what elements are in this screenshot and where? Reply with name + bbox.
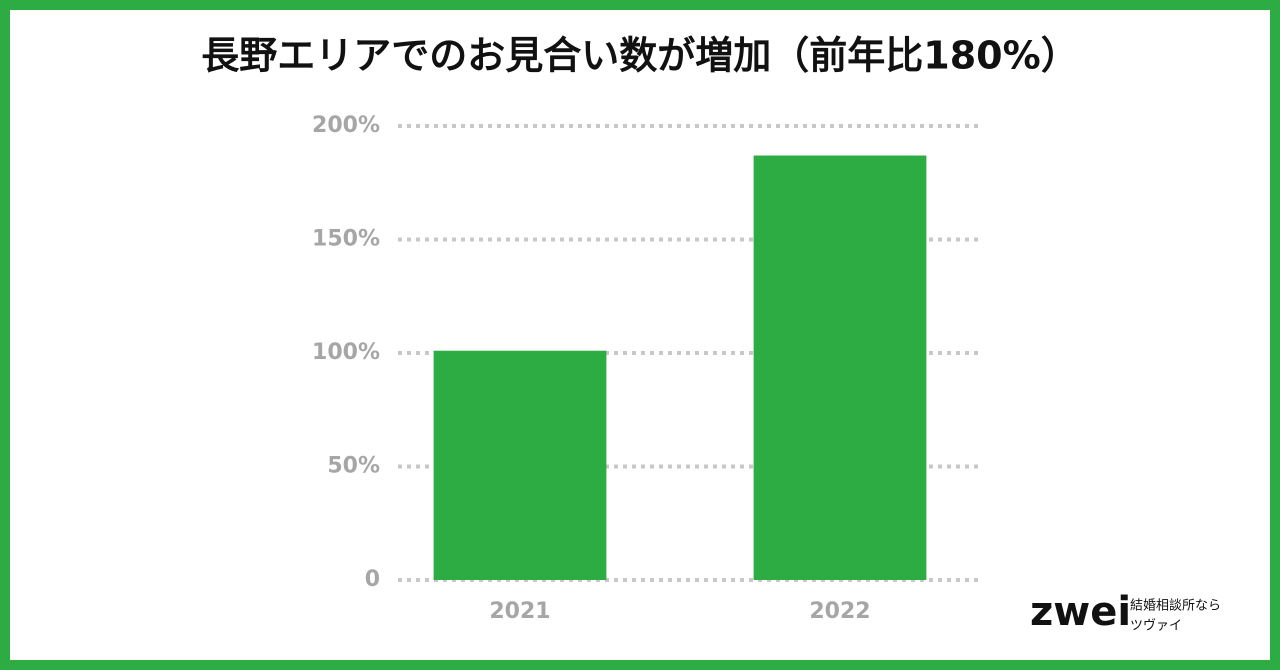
bar <box>433 350 607 580</box>
logo-brand: zwei <box>1030 589 1131 635</box>
chart-title: 長野エリアでのお見合い数が増加（前年比180%） <box>201 34 1078 78</box>
x-tick-label: 2021 <box>489 599 550 624</box>
y-tick-label: 150% <box>312 227 380 252</box>
y-tick-label: 0 <box>365 567 380 592</box>
y-tick-label: 100% <box>312 340 380 365</box>
y-tick-label: 50% <box>327 454 380 479</box>
logo-tagline: 結婚相談所なら <box>1130 598 1221 614</box>
bar <box>753 155 927 580</box>
x-tick-label: 2022 <box>809 599 870 624</box>
logo-tagline: ツヴァイ <box>1130 618 1182 634</box>
y-tick-label: 200% <box>312 113 380 138</box>
